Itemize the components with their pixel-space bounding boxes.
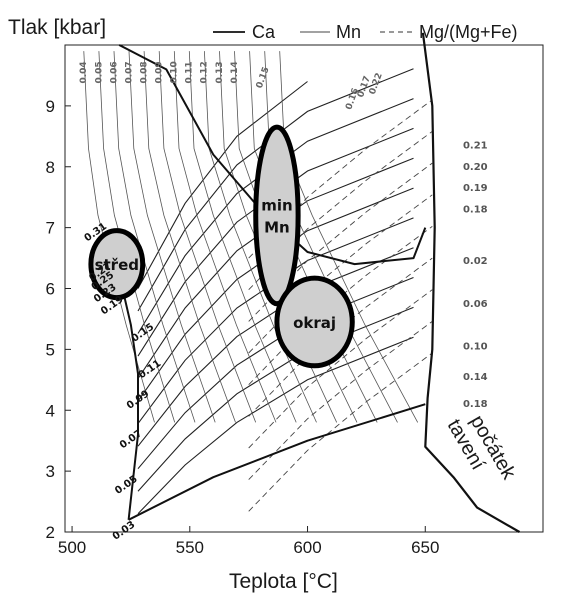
y-tick-label: 3 bbox=[46, 462, 55, 481]
mn-isopleth-line bbox=[173, 51, 277, 423]
legend-label-ca: Ca bbox=[252, 22, 276, 42]
boundary-solidus-pocatek-taveni bbox=[421, 32, 521, 533]
mg-isopleth-line bbox=[248, 321, 433, 480]
legend: Ca Mn Mg/(Mg+Fe) bbox=[213, 22, 518, 42]
legend-label-mg: Mg/(Mg+Fe) bbox=[419, 22, 518, 42]
mn-isopleth-line bbox=[143, 51, 236, 423]
x-axis-label: Teplota [°C] bbox=[229, 570, 338, 593]
mn-isopleth-label: 0.10 bbox=[170, 61, 180, 83]
ca-isopleth-line bbox=[137, 68, 414, 312]
axis-ticks: 500 550 600 650 2 3 4 5 6 7 8 9 bbox=[46, 97, 440, 557]
mg-isopleth-label: 0.18 bbox=[463, 204, 488, 215]
ca-isopleth-line bbox=[137, 157, 414, 379]
mg-isopleth-label: 0.20 bbox=[463, 162, 488, 173]
y-tick-label: 4 bbox=[46, 401, 55, 420]
ca-isopleth-line bbox=[137, 336, 414, 515]
mg-isopleth-label: 0.21 bbox=[463, 140, 488, 151]
ca-isopleth-line bbox=[137, 217, 414, 424]
region-label: min bbox=[261, 196, 292, 214]
ca-isopleth-line bbox=[137, 187, 414, 402]
ca-isopleth-line bbox=[137, 81, 308, 289]
mg-isopleth-line bbox=[248, 352, 433, 512]
x-tick-label: 650 bbox=[411, 538, 439, 557]
ca-isopleth-line bbox=[137, 127, 414, 357]
mg-isopleth-label: 0.10 bbox=[463, 341, 488, 352]
sample-regions: střed min Mn okraj bbox=[88, 124, 355, 369]
mn-isopleth-label: 0.11 bbox=[185, 61, 195, 83]
boundary-lower-boundary bbox=[128, 403, 426, 521]
mn-isopleth-label: 0.12 bbox=[200, 61, 210, 83]
mn-isopleth-label: 0.14 bbox=[230, 61, 240, 83]
x-tick-label: 500 bbox=[58, 538, 86, 557]
boundary-left-boundary bbox=[122, 294, 139, 520]
mn-isopleth-line bbox=[204, 51, 317, 423]
region-ellipse bbox=[88, 228, 146, 301]
mg-isopleth-line bbox=[248, 289, 433, 449]
legend-box bbox=[0, 15, 563, 43]
y-tick-label: 2 bbox=[46, 523, 55, 542]
mg-isopleth-label: 0.14 bbox=[463, 372, 488, 383]
mg-isopleth-label: 0.06 bbox=[463, 299, 488, 310]
mn-isopleth-line bbox=[158, 51, 257, 423]
mn-isopleth-label: 0.09 bbox=[155, 61, 165, 83]
mn-isopleth-label: 0.07 bbox=[124, 61, 134, 83]
region-label: Mn bbox=[264, 218, 290, 236]
x-tick-label: 550 bbox=[176, 538, 204, 557]
mn-isopleth-label: 0.04 bbox=[79, 61, 89, 83]
mn-isopleth-line bbox=[98, 51, 176, 423]
ca-isopleth-line bbox=[137, 98, 414, 334]
mg-isopleth-label: 0.19 bbox=[463, 183, 488, 194]
region-ellipse bbox=[274, 275, 355, 369]
x-tick-label: 600 bbox=[293, 538, 321, 557]
mn-isopleth-line bbox=[113, 51, 196, 423]
mn-isopleth-line bbox=[128, 51, 216, 423]
mn-isopleth-label: 0.08 bbox=[139, 61, 149, 83]
region-label: střed bbox=[95, 256, 139, 274]
mn-isopleth-label: 0.06 bbox=[109, 61, 119, 83]
mg-isopleth-label: 0.18 bbox=[463, 399, 488, 410]
mn-isopleth-line bbox=[279, 51, 419, 423]
y-tick-label: 9 bbox=[46, 97, 55, 116]
mn-isopleth-label: 0.13 bbox=[215, 61, 225, 83]
y-tick-label: 6 bbox=[46, 280, 55, 299]
y-tick-label: 5 bbox=[46, 340, 55, 359]
region-label: okraj bbox=[293, 314, 336, 332]
y-axis-label: Tlak [kbar] bbox=[8, 16, 106, 39]
mn-isopleth-label: 0.05 bbox=[94, 61, 104, 83]
mg-isopleth-label: 0.02 bbox=[463, 256, 488, 267]
legend-label-mn: Mn bbox=[336, 22, 361, 42]
y-tick-label: 7 bbox=[46, 219, 55, 238]
region-ellipse bbox=[253, 124, 301, 307]
y-tick-label: 8 bbox=[46, 158, 55, 177]
